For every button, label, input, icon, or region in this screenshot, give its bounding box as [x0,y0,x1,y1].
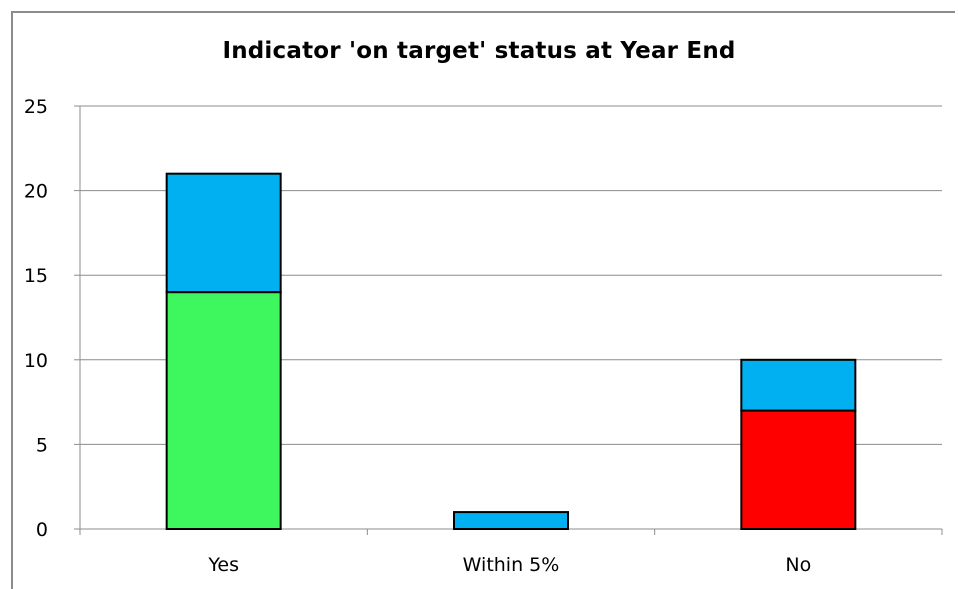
bar-segment-2-1 [453,511,569,531]
y-tick-label: 10 [24,350,48,372]
y-tick-label: 15 [24,265,48,287]
x-tick-label: Within 5% [463,554,560,576]
x-tick-label: No [785,554,811,576]
bar-segment-1-0 [165,291,282,530]
chart-title: Indicator 'on target' status at Year End [222,38,736,64]
y-tick-label: 20 [24,181,48,203]
chart-frame [11,11,955,589]
bar-segment-1-2 [740,409,857,530]
bar-segment-2-2 [740,358,857,412]
y-tick-label: 5 [36,434,48,456]
y-tick-label: 25 [24,96,48,118]
tick-labels: 0 5 10 15 20 25 Yes Within 5% No [24,96,811,576]
bars [165,172,857,531]
y-tick-label: 0 [36,519,48,541]
x-tick-label: Yes [207,554,239,576]
bar-segment-2-0 [165,172,282,294]
